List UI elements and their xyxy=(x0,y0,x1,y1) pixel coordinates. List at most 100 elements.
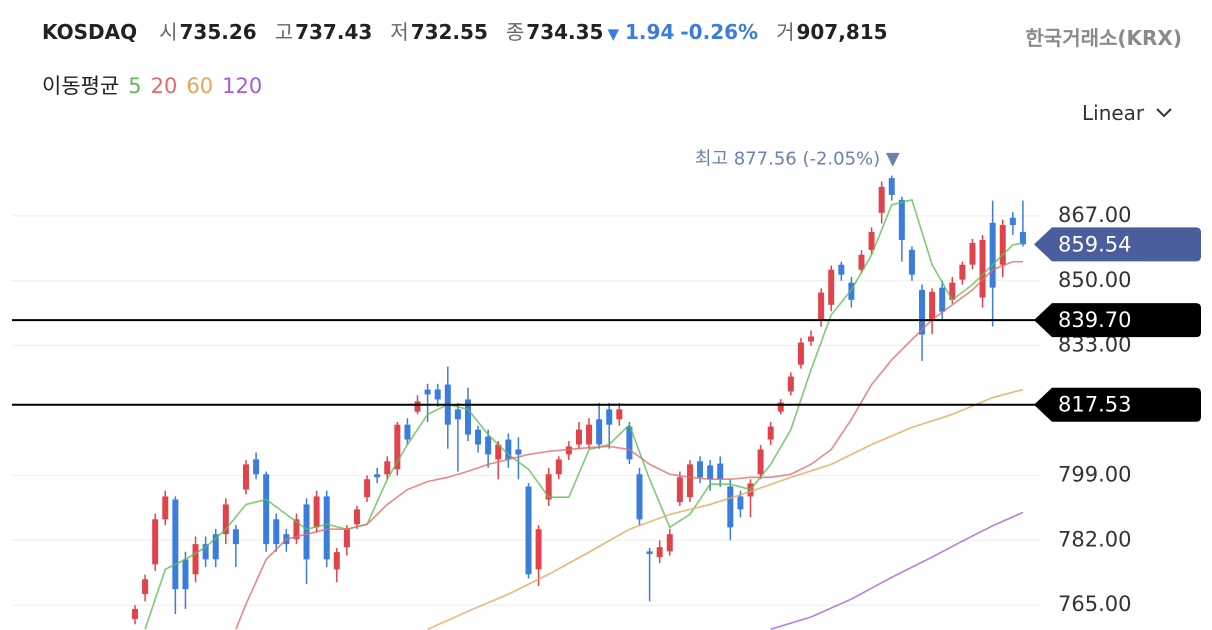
candle-body xyxy=(505,439,512,460)
candle-body xyxy=(616,409,623,420)
candle-body xyxy=(384,461,391,475)
y-tick-label: 867.00 xyxy=(1058,203,1131,227)
candle-body xyxy=(606,409,613,425)
candle-body xyxy=(535,529,542,570)
candle-body xyxy=(676,477,683,503)
ma-line xyxy=(235,260,1023,630)
candle-body xyxy=(404,424,411,440)
hline-tag xyxy=(1034,387,1201,422)
value: 734.35 xyxy=(526,20,604,44)
candle-body xyxy=(959,264,966,280)
candle-body xyxy=(333,552,340,570)
candle-body xyxy=(626,426,633,460)
y-tick-label: 765.00 xyxy=(1058,592,1131,616)
y-tick-label: 782.00 xyxy=(1058,527,1131,551)
label: 저 xyxy=(390,20,409,44)
hline-label: 817.53 xyxy=(1058,393,1131,417)
candle-body xyxy=(313,496,320,528)
ma-line xyxy=(770,511,1024,630)
candle-body xyxy=(969,242,976,265)
candle-body xyxy=(394,424,401,470)
candle-body xyxy=(232,529,239,545)
candle-body xyxy=(686,464,693,498)
hline-tag xyxy=(1034,303,1201,338)
candle-body xyxy=(364,479,371,498)
candle-body xyxy=(374,474,381,478)
candle-body xyxy=(908,249,915,275)
candle-body xyxy=(323,496,330,560)
candle-body xyxy=(253,459,260,475)
candle-body xyxy=(555,459,562,475)
candle-body xyxy=(172,499,179,590)
candle-body xyxy=(929,291,936,320)
candle-body xyxy=(192,544,199,575)
legend-entry: 5 xyxy=(128,74,142,98)
label: 거 xyxy=(776,20,795,44)
candle-body xyxy=(868,231,875,250)
candle-body xyxy=(293,519,300,540)
candle-body xyxy=(767,426,774,440)
candle-body xyxy=(989,222,996,288)
candle-body xyxy=(475,429,482,445)
candle-body xyxy=(283,534,290,545)
candle-body xyxy=(777,402,784,412)
candle-body xyxy=(454,409,461,420)
candle-body xyxy=(545,474,552,500)
value: 732.55 xyxy=(410,20,488,44)
candle-body xyxy=(424,389,431,395)
candle-body xyxy=(898,199,905,240)
candle-body xyxy=(666,534,673,552)
candle-body xyxy=(596,419,603,445)
candle-body xyxy=(515,449,522,455)
change: 1.94 xyxy=(625,20,675,44)
source: 한국거래소(KRX) xyxy=(1025,26,1182,50)
label: 고 xyxy=(274,20,294,44)
ma-legend: 이동평균 5 20 60 120 xyxy=(42,70,262,100)
candle-body xyxy=(444,384,451,425)
last-price-tag xyxy=(1034,227,1201,262)
label: 시 xyxy=(159,20,178,44)
candle-body xyxy=(586,424,593,445)
candle-body xyxy=(182,559,189,590)
candle-body xyxy=(1009,217,1016,226)
candle-body xyxy=(999,225,1006,265)
candle-body xyxy=(142,579,149,595)
candle-body xyxy=(343,529,350,548)
candle-body xyxy=(152,519,159,565)
y-tick-label: 833.00 xyxy=(1058,333,1131,357)
value: 907,815 xyxy=(796,20,888,44)
candle-body xyxy=(202,544,209,560)
candle-body xyxy=(717,463,724,480)
change-pct: -0.26% xyxy=(680,20,759,44)
candle-body xyxy=(818,292,825,320)
candle-body xyxy=(464,399,471,435)
candle-body xyxy=(212,534,219,560)
candle-body xyxy=(646,551,653,555)
candle-body xyxy=(838,264,845,275)
last-price-label: 859.54 xyxy=(1058,232,1131,256)
candle-body xyxy=(303,504,310,560)
candle-body xyxy=(949,282,956,300)
candle-body xyxy=(707,465,714,480)
candle-body xyxy=(919,289,926,335)
ma-line xyxy=(427,388,1024,630)
candle-body xyxy=(485,436,492,455)
candle-body xyxy=(747,483,754,497)
y-tick-label: 850.00 xyxy=(1058,268,1131,292)
candle-body xyxy=(273,519,280,545)
candle-body xyxy=(565,446,572,455)
value: 735.26 xyxy=(179,20,257,44)
candle-body xyxy=(162,496,169,520)
quote-header: KOSDAQ 시 735.26 고 737.43 저 732.55 종 734.… xyxy=(42,16,888,45)
ma-line xyxy=(144,198,1024,630)
candle-body xyxy=(434,389,441,400)
candle-body xyxy=(939,287,946,312)
candle-body xyxy=(353,509,360,525)
symbol: KOSDAQ xyxy=(42,20,138,44)
candle-body xyxy=(808,336,815,342)
scale-select[interactable]: Linear xyxy=(1082,101,1174,125)
candle-body xyxy=(727,486,734,528)
chevron[interactable] xyxy=(1154,106,1174,120)
scale-label[interactable]: Linear xyxy=(1082,101,1145,125)
